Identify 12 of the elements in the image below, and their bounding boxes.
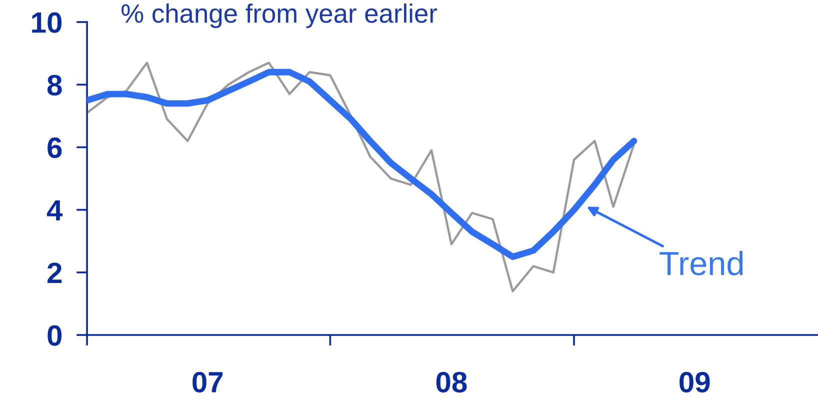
x-tick-label: 09 [680,372,710,393]
x-tick-label: 07 [192,372,223,393]
line-series [87,62,636,292]
y-tick-label: 0 [48,325,62,346]
x-tick-label: 08 [436,372,467,393]
annotation: Trend [660,250,743,276]
y-tick-label: 10 [32,12,62,33]
chart-title: % change from year earlier [122,3,437,28]
y-tick-label: 6 [48,137,62,158]
y-tick-label: 4 [46,200,63,220]
y-tick-label: 2 [48,262,62,283]
y-tick-label: 8 [47,74,62,96]
